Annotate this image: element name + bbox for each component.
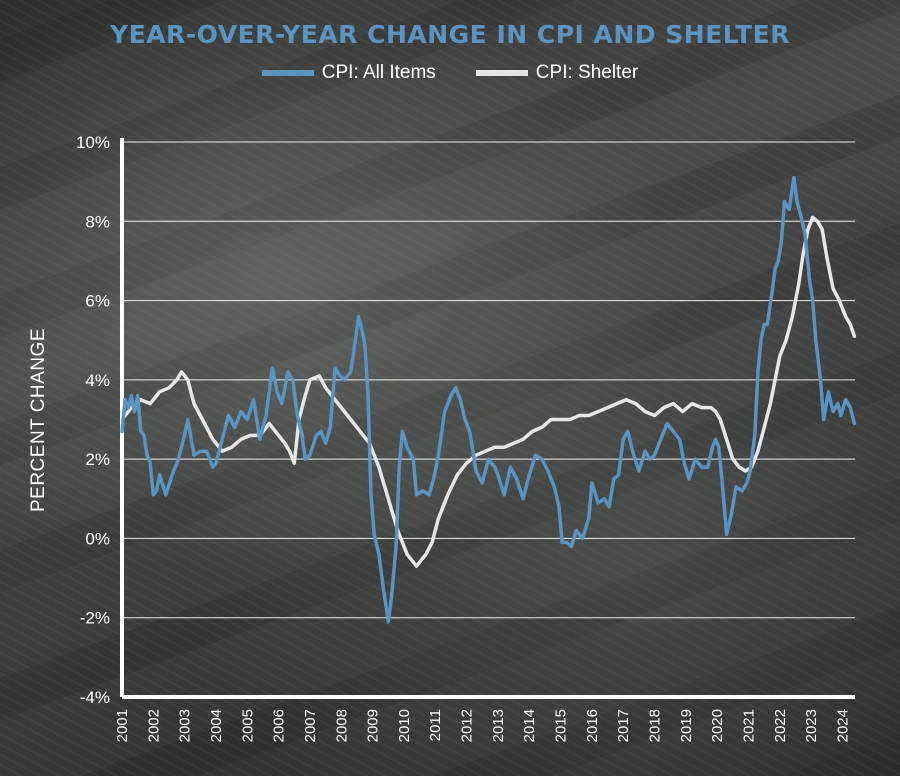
x-tick-label: 2015 (553, 709, 570, 742)
x-tick-label: 2006 (271, 709, 288, 742)
x-tick-label: 2014 (521, 709, 538, 742)
x-tick-label: 2004 (208, 709, 225, 742)
x-tick-label: 2022 (772, 709, 789, 742)
chart-legend: CPI: All Items CPI: Shelter (0, 62, 900, 84)
x-tick-label: 2019 (678, 709, 695, 742)
y-tick-label: 0% (85, 529, 110, 548)
legend-label-shelter: CPI: Shelter (535, 62, 639, 83)
x-tick-label: 2012 (459, 709, 476, 742)
legend-item-cpi-all: CPI: All Items (261, 62, 436, 84)
legend-item-shelter: CPI: Shelter (475, 62, 639, 84)
x-tick-label: 2020 (709, 709, 726, 742)
y-tick-label: 6% (85, 292, 110, 311)
series-line-shelter (120, 215, 857, 568)
y-tick-label: 2% (85, 450, 110, 469)
y-tick-label: -4% (80, 688, 110, 707)
x-tick-label: 2002 (145, 709, 162, 742)
chart-title: YEAR-OVER-YEAR CHANGE IN CPI AND SHELTER (110, 20, 790, 49)
x-tick-label: 2018 (647, 709, 664, 742)
x-tick-label: 2008 (333, 709, 350, 742)
x-tick-label: 2009 (365, 709, 382, 742)
x-tick-label: 2023 (803, 709, 820, 742)
legend-swatch-shelter (475, 70, 528, 76)
x-tick-label: 2013 (490, 709, 507, 742)
x-tick-label: 2001 (114, 709, 131, 742)
x-tick-label: 2011 (427, 709, 444, 741)
x-tick-label: 2016 (584, 709, 601, 742)
series-line-cpi-all (120, 175, 857, 624)
x-tick-label: 2024 (834, 709, 851, 742)
legend-label-cpi-all: CPI: All Items (321, 62, 436, 83)
x-tick-label: 2005 (239, 709, 256, 742)
x-tick-label: 2017 (615, 709, 632, 742)
y-tick-label: -2% (80, 609, 110, 628)
legend-swatch-cpi-all (261, 70, 314, 76)
x-tick-label: 2007 (302, 709, 319, 742)
x-tick-label: 2003 (177, 709, 194, 742)
x-tick-label: 2010 (396, 709, 413, 742)
x-tick-label: 2021 (740, 709, 757, 742)
y-tick-label: 4% (85, 371, 110, 390)
y-tick-label: 8% (85, 212, 110, 231)
y-tick-label: 10% (76, 133, 110, 152)
